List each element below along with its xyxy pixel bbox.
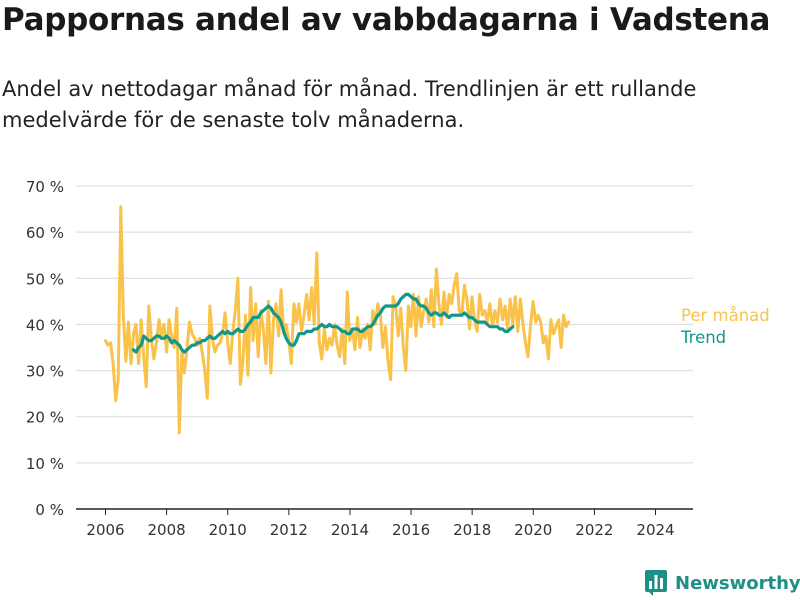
x-tick-label: 2022 — [575, 521, 613, 539]
y-axis-ticks: 0 % 10 % 20 % 30 % 40 % 50 % 60 % 70 % — [26, 178, 64, 519]
x-tick-label: 2018 — [453, 521, 491, 539]
newsworthy-logo: Newsworthy — [645, 570, 800, 596]
series-labels: Per månad Trend — [680, 306, 770, 347]
x-tick-label: 2006 — [86, 521, 124, 539]
series-line — [131, 292, 515, 354]
x-tick-label: 2008 — [148, 521, 186, 539]
series-label: Trend — [680, 328, 726, 347]
x-tick-label: 2010 — [209, 521, 247, 539]
chart-title: Pappornas andel av vabbdagarna i Vadsten… — [2, 2, 771, 38]
y-tick-label: 60 % — [26, 224, 64, 242]
y-tick-label: 50 % — [26, 270, 64, 288]
y-tick-label: 10 % — [26, 455, 64, 473]
x-tick-label: 2020 — [514, 521, 552, 539]
series-lines — [104, 205, 571, 435]
x-tick-label: 2014 — [331, 521, 369, 539]
series-label: Per månad — [681, 306, 770, 325]
y-tick-label: 20 % — [26, 409, 64, 427]
x-tick-label: 2024 — [636, 521, 674, 539]
x-tick-label: 2016 — [392, 521, 430, 539]
x-axis: 2006 2008 2010 2012 2014 2016 2018 2020 2022 2024 — [76, 508, 693, 539]
y-tick-label: 0 % — [35, 501, 64, 519]
brand-name: Newsworthy — [675, 572, 800, 594]
chart-subtitle: Andel av nettodagar månad för månad. Tre… — [2, 77, 697, 132]
x-tick-label: 2012 — [270, 521, 308, 539]
y-tick-label: 40 % — [26, 316, 64, 334]
series-line — [104, 205, 571, 435]
y-tick-label: 70 % — [26, 178, 64, 196]
bar-chart-logo-icon — [645, 570, 667, 596]
y-tick-label: 30 % — [26, 363, 64, 381]
